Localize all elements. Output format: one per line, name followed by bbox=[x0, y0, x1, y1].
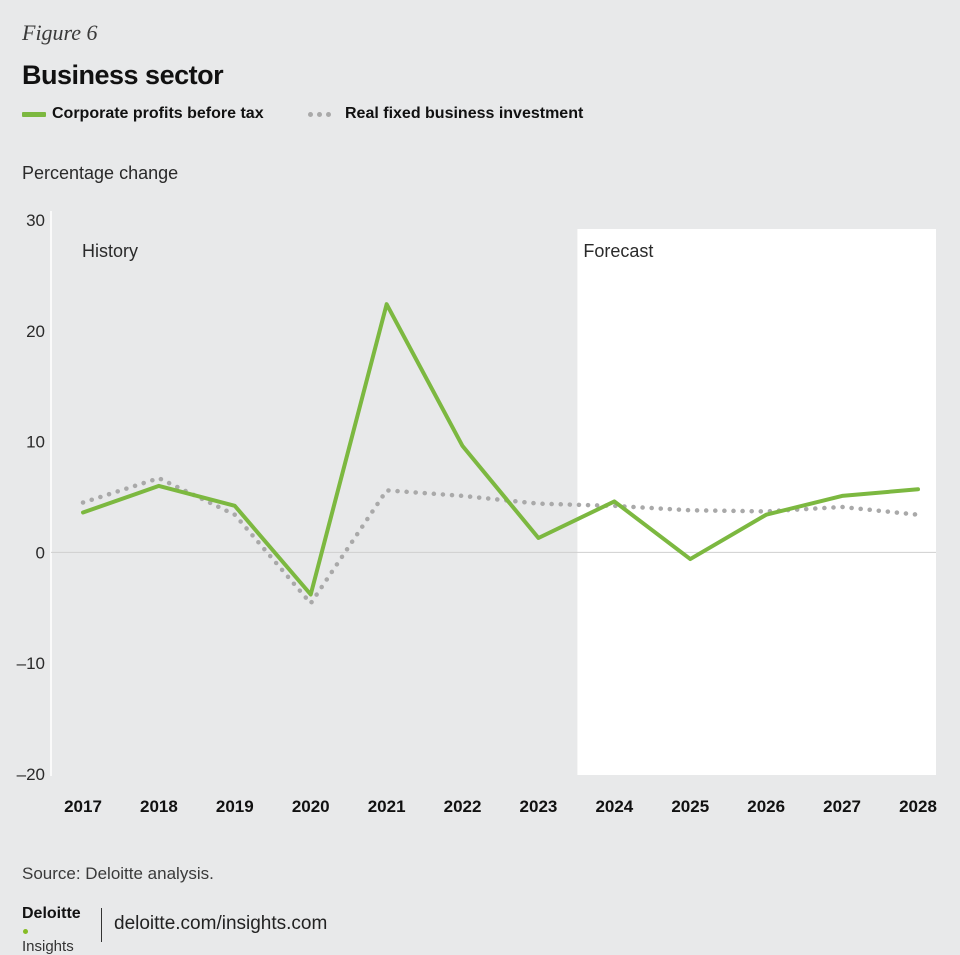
logo-dot-icon bbox=[23, 929, 28, 934]
x-tick-label: 2023 bbox=[520, 797, 558, 816]
y-tick-label: 30 bbox=[26, 211, 45, 230]
source-note: Source: Deloitte analysis. bbox=[22, 864, 214, 884]
x-tick-label: 2019 bbox=[216, 797, 254, 816]
x-tick-label: 2021 bbox=[368, 797, 406, 816]
legend-item-investment: Real fixed business investment bbox=[308, 105, 583, 123]
line-chart: 30 20 10 0 –10 –20 2017 2018 2019 2020 2021 2022 202… bbox=[0, 200, 960, 830]
footer-link[interactable]: deloitte.com/insights.com bbox=[114, 913, 327, 935]
legend-label-investment: Real fixed business investment bbox=[345, 105, 583, 123]
figure-label: Figure 6 bbox=[22, 20, 98, 46]
legend-item-profits: Corporate profits before tax bbox=[22, 105, 264, 123]
deloitte-insights-logo: Deloitte Insights bbox=[22, 906, 81, 954]
x-tick-label: 2024 bbox=[595, 797, 633, 816]
y-tick-label: 10 bbox=[26, 433, 45, 452]
x-tick-label: 2017 bbox=[64, 797, 102, 816]
y-tick-label: –10 bbox=[17, 654, 45, 673]
x-tick-label: 2020 bbox=[292, 797, 330, 816]
x-tick-label: 2025 bbox=[671, 797, 709, 816]
x-tick-label: 2027 bbox=[823, 797, 861, 816]
history-annotation: History bbox=[82, 241, 138, 261]
y-tick-label: 20 bbox=[26, 322, 45, 341]
logo-word: Deloitte bbox=[22, 905, 81, 922]
footer-divider bbox=[101, 908, 102, 942]
legend-swatch-solid bbox=[22, 112, 46, 117]
legend-swatch-dotted bbox=[308, 112, 335, 117]
legend-label-profits: Corporate profits before tax bbox=[52, 105, 264, 123]
y-axis-title: Percentage change bbox=[22, 163, 178, 184]
forecast-annotation: Forecast bbox=[583, 241, 653, 261]
x-tick-label: 2018 bbox=[140, 797, 178, 816]
x-tick-label: 2022 bbox=[444, 797, 482, 816]
logo-sub: Insights bbox=[22, 939, 81, 954]
y-tick-label: 0 bbox=[36, 543, 45, 562]
forecast-region bbox=[577, 229, 936, 775]
y-tick-label: –20 bbox=[17, 765, 45, 784]
x-tick-label: 2028 bbox=[899, 797, 937, 816]
chart-title: Business sector bbox=[22, 60, 223, 91]
x-tick-label: 2026 bbox=[747, 797, 785, 816]
